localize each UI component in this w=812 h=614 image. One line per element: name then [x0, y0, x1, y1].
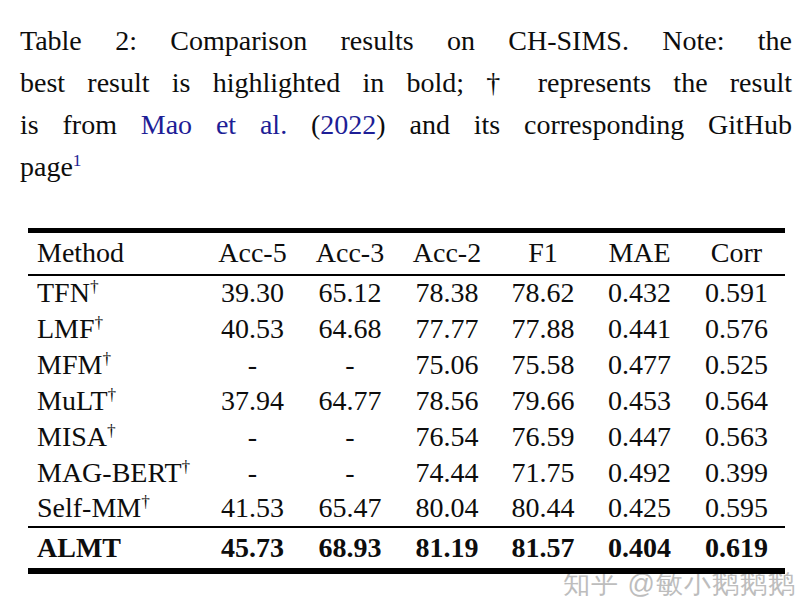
- citation-link[interactable]: Mao et al.: [141, 109, 287, 140]
- paper-page: Table 2: Comparison results on CH-SIMS. …: [0, 0, 812, 614]
- value-cell: 37.94: [204, 383, 301, 419]
- value-cell: -: [301, 347, 399, 383]
- dagger-icon: †: [95, 312, 104, 331]
- dagger-icon: †: [90, 277, 99, 296]
- value-cell: 0.425: [591, 491, 688, 527]
- value-cell: 0.453: [591, 383, 688, 419]
- method-name: LMF†: [28, 311, 204, 347]
- caption-line-4: page1: [20, 146, 792, 188]
- value-cell: 68.93: [301, 527, 399, 571]
- value-cell: 0.595: [688, 491, 785, 527]
- method-name: Self-MM†: [28, 491, 204, 527]
- column-header-f1: F1: [495, 231, 591, 275]
- value-cell: 71.75: [495, 455, 591, 491]
- results-table: MethodAcc-5Acc-3Acc-2F1MAECorr TFN†39.30…: [28, 228, 785, 574]
- column-header-acc-2: Acc-2: [399, 231, 495, 275]
- value-cell: 40.53: [204, 311, 301, 347]
- value-cell: 77.88: [495, 311, 591, 347]
- value-cell: 0.564: [688, 383, 785, 419]
- results-table-container: MethodAcc-5Acc-3Acc-2F1MAECorr TFN†39.30…: [28, 228, 785, 574]
- value-cell: 0.404: [591, 527, 688, 571]
- value-cell: 0.447: [591, 419, 688, 455]
- value-cell: -: [204, 347, 301, 383]
- column-header-acc-5: Acc-5: [204, 231, 301, 275]
- table-row-mfm: MFM†--75.0675.580.4770.525: [28, 347, 785, 383]
- caption-text: page: [20, 151, 73, 182]
- value-cell: 81.19: [399, 527, 495, 571]
- value-cell: 80.44: [495, 491, 591, 527]
- value-cell: 76.59: [495, 419, 591, 455]
- method-name: MISA†: [28, 419, 204, 455]
- dagger-icon: †: [102, 348, 111, 367]
- method-name: TFN†: [28, 275, 204, 311]
- value-cell: 75.06: [399, 347, 495, 383]
- citation-year-link[interactable]: 2022: [320, 109, 376, 140]
- value-cell: -: [204, 455, 301, 491]
- table-row-lmf: LMF†40.5364.6877.7777.880.4410.576: [28, 311, 785, 347]
- value-cell: 41.53: [204, 491, 301, 527]
- dagger-icon: †: [107, 420, 116, 439]
- table-row-tfn: TFN†39.3065.1278.3878.620.4320.591: [28, 275, 785, 311]
- value-cell: 0.563: [688, 419, 785, 455]
- value-cell: 79.66: [495, 383, 591, 419]
- caption-text: best result is highlighted in bold; † re…: [20, 67, 792, 98]
- caption-text: Table 2: Comparison results on CH-SIMS. …: [20, 25, 792, 56]
- value-cell: 81.57: [495, 527, 591, 571]
- value-cell: 0.477: [591, 347, 688, 383]
- table-row-self-mm: Self-MM†41.5365.4780.0480.440.4250.595: [28, 491, 785, 527]
- column-header-method: Method: [28, 231, 204, 275]
- method-name: MuLT†: [28, 383, 204, 419]
- value-cell: 0.432: [591, 275, 688, 311]
- caption-line-2: best result is highlighted in bold; † re…: [20, 62, 792, 104]
- paren-close: ): [376, 109, 385, 140]
- value-cell: -: [301, 419, 399, 455]
- caption-line-1: Table 2: Comparison results on CH-SIMS. …: [20, 20, 792, 62]
- column-header-acc-3: Acc-3: [301, 231, 399, 275]
- footnote-link[interactable]: 1: [73, 151, 82, 170]
- value-cell: 39.30: [204, 275, 301, 311]
- value-cell: 78.56: [399, 383, 495, 419]
- value-cell: 64.77: [301, 383, 399, 419]
- value-cell: 65.12: [301, 275, 399, 311]
- value-cell: 74.44: [399, 455, 495, 491]
- value-cell: 0.619: [688, 527, 785, 571]
- paren-open: (: [311, 109, 320, 140]
- caption-text: is from: [20, 109, 117, 140]
- value-cell: 76.54: [399, 419, 495, 455]
- dagger-icon: †: [182, 456, 191, 475]
- value-cell: -: [301, 455, 399, 491]
- value-cell: 77.77: [399, 311, 495, 347]
- method-name: ALMT: [28, 527, 204, 571]
- table-row-mag-bert: MAG-BERT†--74.4471.750.4920.399: [28, 455, 785, 491]
- dagger-icon: †: [108, 384, 117, 403]
- value-cell: 75.58: [495, 347, 591, 383]
- method-name: MAG-BERT†: [28, 455, 204, 491]
- value-cell: 0.576: [688, 311, 785, 347]
- value-cell: 78.62: [495, 275, 591, 311]
- value-cell: 64.68: [301, 311, 399, 347]
- value-cell: 0.399: [688, 455, 785, 491]
- caption-line-3: is from Mao et al. (2022) and its corres…: [20, 104, 792, 146]
- table-row-almt: ALMT45.7368.9381.1981.570.4040.619: [28, 527, 785, 571]
- value-cell: -: [204, 419, 301, 455]
- value-cell: 0.441: [591, 311, 688, 347]
- method-name: MFM†: [28, 347, 204, 383]
- caption-text: and its corresponding GitHub: [409, 109, 792, 140]
- value-cell: 80.04: [399, 491, 495, 527]
- value-cell: 78.38: [399, 275, 495, 311]
- header-row: MethodAcc-5Acc-3Acc-2F1MAECorr: [28, 231, 785, 275]
- value-cell: 0.492: [591, 455, 688, 491]
- value-cell: 0.525: [688, 347, 785, 383]
- column-header-mae: MAE: [591, 231, 688, 275]
- value-cell: 45.73: [204, 527, 301, 571]
- table-row-mult: MuLT†37.9464.7778.5679.660.4530.564: [28, 383, 785, 419]
- table-caption: Table 2: Comparison results on CH-SIMS. …: [20, 20, 792, 188]
- dagger-icon: †: [141, 492, 150, 511]
- value-cell: 65.47: [301, 491, 399, 527]
- table-row-misa: MISA†--76.5476.590.4470.563: [28, 419, 785, 455]
- value-cell: 0.591: [688, 275, 785, 311]
- column-header-corr: Corr: [688, 231, 785, 275]
